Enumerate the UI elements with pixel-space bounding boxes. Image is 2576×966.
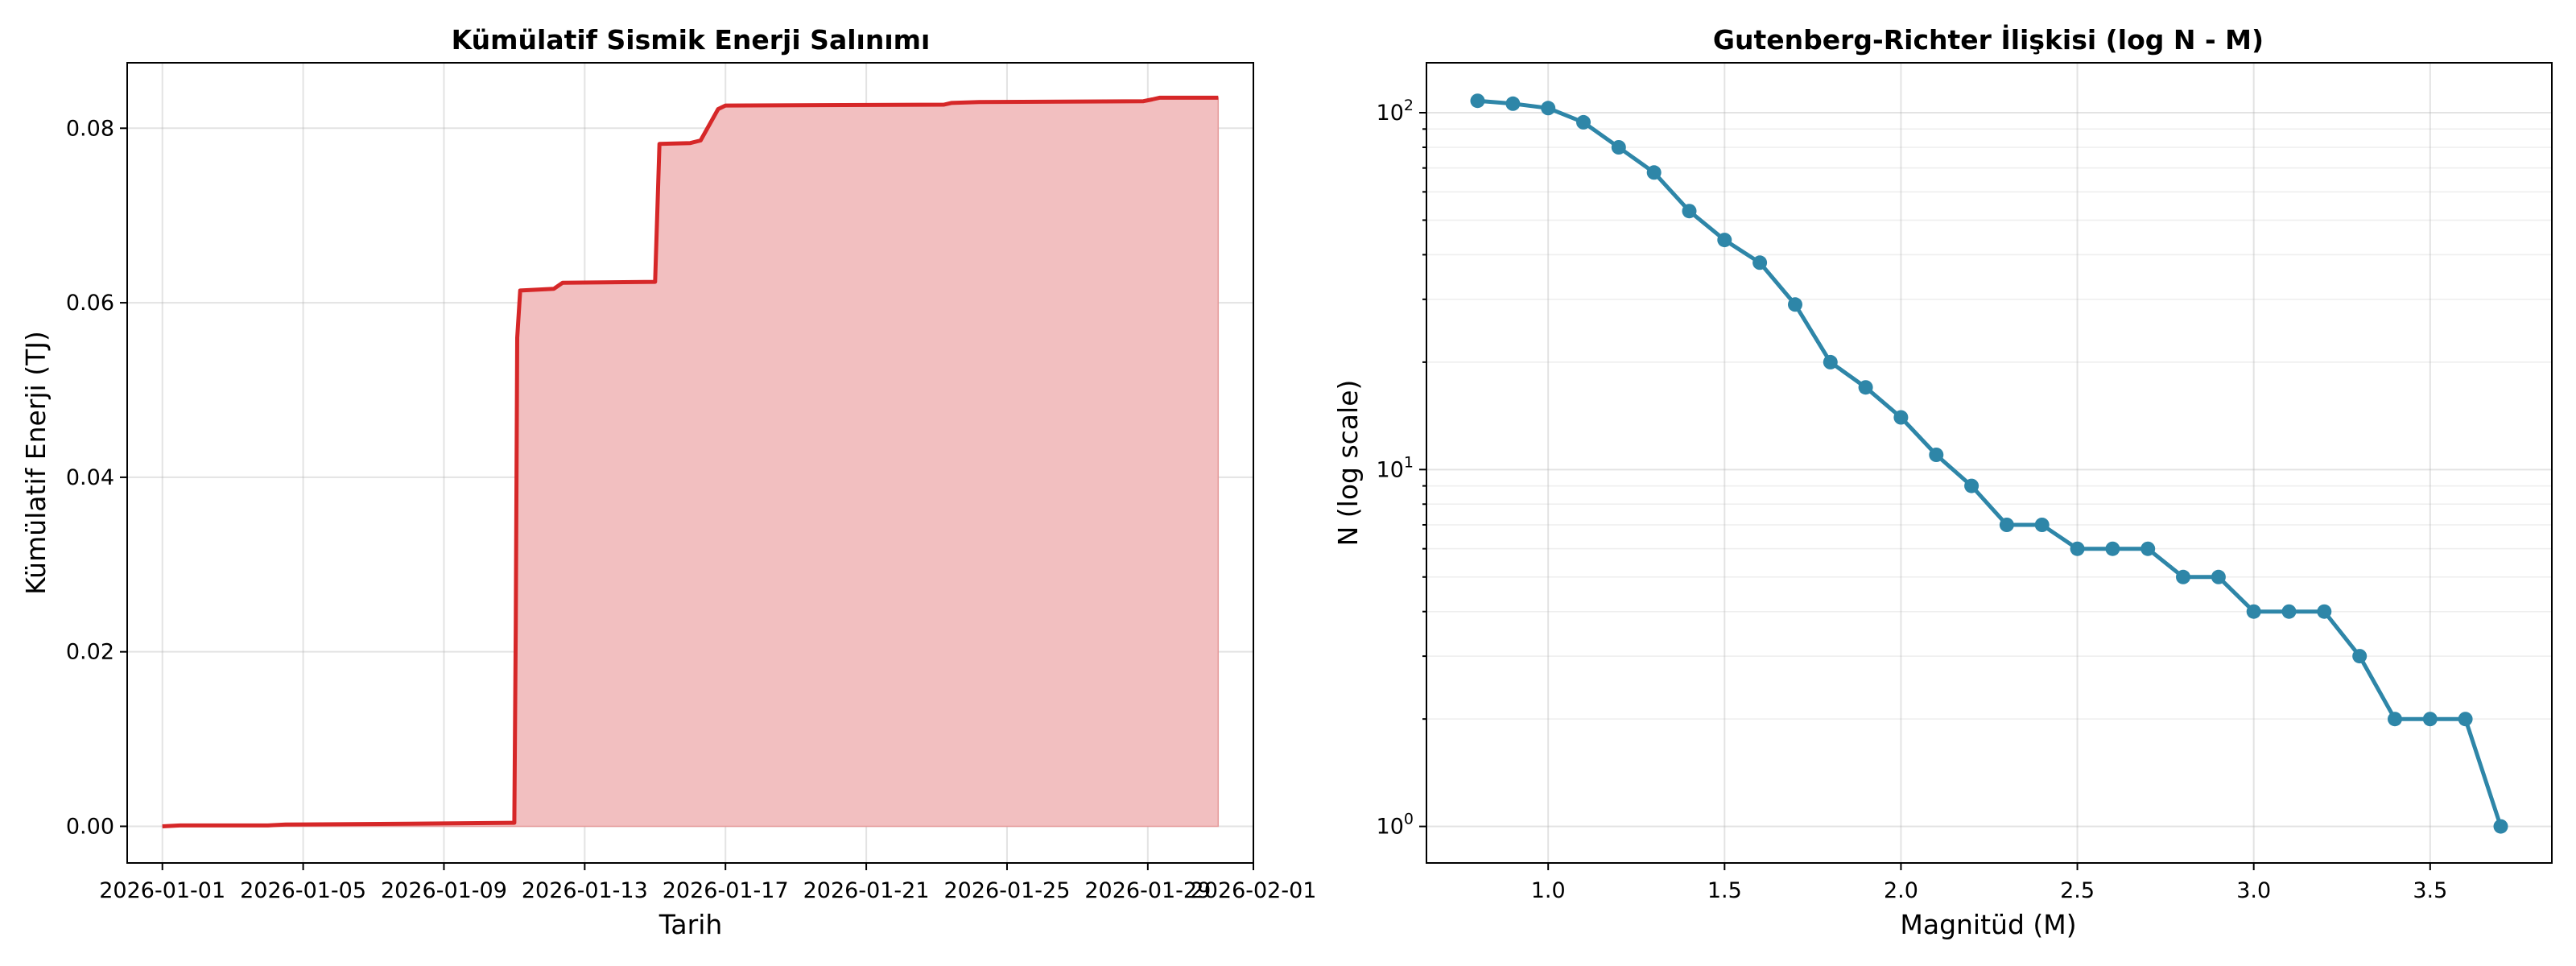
gr-data-point (2105, 541, 2120, 556)
x-tick-label: 3.5 (2413, 878, 2447, 903)
gr-data-point (1999, 518, 2014, 532)
x-tick-label: 2026-01-09 (381, 878, 507, 903)
y-tick-label: 100 (1377, 811, 1414, 840)
gr-data-point (1752, 255, 1768, 270)
y-tick-label: 101 (1377, 453, 1414, 482)
gr-data-point (1788, 297, 1802, 312)
gr-data-point (1541, 101, 1556, 116)
x-tick-label: 2.5 (2060, 878, 2095, 903)
x-tick-label: 2026-01-25 (944, 878, 1071, 903)
y-tick-base: 10 (1377, 101, 1404, 126)
y-tick-label: 0.06 (66, 291, 114, 316)
gr-data-point (2422, 712, 2438, 727)
y-tick-label: 102 (1377, 97, 1414, 126)
gr-data-point (2176, 569, 2190, 584)
gr-data-point (1576, 114, 1591, 130)
x-tick-label: 2026-01-13 (522, 878, 648, 903)
axes-frame (1426, 62, 2553, 864)
gr-data-point (1646, 165, 1662, 180)
gr-data-point (2458, 712, 2473, 727)
chart-title: Kümülatif Sismik Enerji Salınımı (452, 24, 931, 56)
gr-data-point (1470, 93, 1485, 109)
gr-data-point (1682, 204, 1697, 219)
x-tick-label: 2026-01-05 (240, 878, 366, 903)
y-tick-label: 0.04 (66, 465, 114, 490)
x-tick-label: 1.5 (1707, 878, 1742, 903)
x-tick-label: 2026-02-01 (1191, 878, 1317, 903)
plot-area (162, 95, 1220, 828)
gr-data-point (2211, 569, 2226, 584)
y-tick-label: 0.08 (66, 116, 114, 141)
y-tick-label: 0.00 (66, 814, 114, 839)
y-tick-label: 0.02 (66, 640, 114, 665)
gr-data-point (2246, 604, 2261, 619)
gr-data-point (2388, 712, 2402, 727)
y-axis-ticks: 0.00 0.02 0.04 0.06 0.08 (66, 116, 127, 839)
gr-data-point (1964, 478, 1979, 493)
x-tick-label: 3.0 (2236, 878, 2271, 903)
energy-series-line (162, 95, 1219, 828)
gutenberg-richter-chart: Gutenberg-Richter İlişkisi (log N - M) 1… (1332, 23, 2553, 940)
gr-data-point (1858, 380, 1873, 395)
gr-data-point (2070, 541, 2085, 556)
y-tick-base: 10 (1377, 457, 1404, 482)
gr-data-point (2352, 649, 2368, 664)
y-axis-label: Kümülatif Enerji (TJ) (20, 331, 52, 595)
gr-data-point (1611, 140, 1626, 155)
gr-data-point (1717, 233, 1732, 248)
x-axis-label: Tarih (658, 909, 723, 940)
x-tick-label: 1.0 (1531, 878, 1566, 903)
x-axis-ticks: 2026-01-01 2026-01-05 2026-01-09 2026-01-13… (99, 863, 1316, 903)
y-tick-exponent: 2 (1404, 97, 1414, 114)
axes-frame (126, 62, 1254, 864)
y-tick-base: 10 (1377, 815, 1404, 840)
y-tick-exponent: 0 (1404, 811, 1414, 828)
gr-data-point (1823, 354, 1838, 369)
gr-data-point (1929, 448, 1944, 462)
x-tick-label: 2026-01-21 (803, 878, 930, 903)
gr-data-point (1505, 96, 1521, 111)
y-axis-label: N (log scale) (1332, 380, 1364, 547)
x-tick-label: 2026-01-17 (663, 878, 789, 903)
gr-data-point (2034, 518, 2050, 532)
chart-title: Gutenberg-Richter İlişkisi (log N - M) (1713, 23, 2264, 56)
plot-area (1470, 93, 2508, 834)
gr-data-point (2281, 604, 2297, 619)
gr-data-point (2317, 604, 2332, 619)
x-axis-label: Magnitüd (M) (1900, 909, 2076, 940)
gr-data-point (2493, 819, 2508, 834)
x-tick-label: 2026-01-01 (99, 878, 225, 903)
y-tick-exponent: 1 (1404, 453, 1414, 471)
x-tick-label: 2.0 (1884, 878, 1918, 903)
gr-data-point (1893, 410, 1909, 425)
x-axis-ticks: 1.0 1.5 2.0 2.5 3.0 3.5 (1531, 863, 2447, 903)
x-tick-label: 2026-01-29 (1084, 878, 1211, 903)
gr-data-point (2140, 541, 2156, 556)
cumulative-energy-chart: Kümülatif Sismik Enerji Salınımı 2026-01… (20, 24, 1316, 940)
grid (1426, 63, 2552, 863)
